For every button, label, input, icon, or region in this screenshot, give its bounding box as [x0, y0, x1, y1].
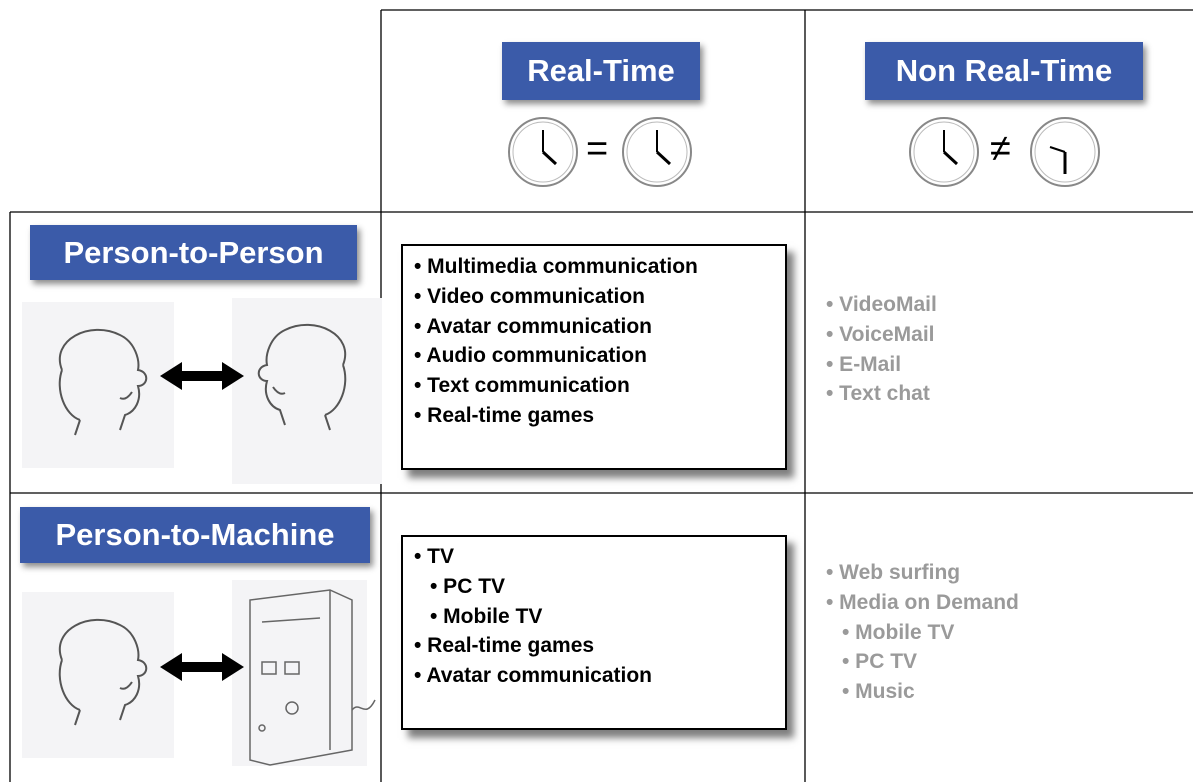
list-item: • Real-time games: [414, 634, 595, 658]
sub-list-item: • Mobile TV: [842, 620, 955, 644]
person-sketches: [22, 298, 382, 766]
list-item: • E-Mail: [826, 352, 902, 376]
sub-list-item: • Mobile TV: [430, 604, 543, 628]
column-header: Real-Time: [502, 42, 700, 100]
list: • Web surfing • Media on Demand • Mobile T…: [826, 558, 1019, 707]
list-item: • TV: [414, 545, 455, 568]
list: • VideoMail • VoiceMail • E-Mail • Text cha…: [826, 290, 937, 409]
arrows: [160, 362, 244, 681]
list-item: • Real-time games: [414, 403, 595, 427]
sub-list-item: • PC TV: [430, 574, 506, 598]
clock-icons: [508, 117, 1100, 187]
list-item: • VoiceMail: [826, 322, 935, 346]
column-header: Non Real-Time: [865, 42, 1143, 100]
relation-symbol: =: [586, 128, 609, 170]
list-item: • Avatar communication: [414, 314, 653, 338]
list-item: • Web surfing: [826, 561, 961, 584]
sub-list-item: • PC TV: [842, 650, 918, 674]
row-header: Person-to-Machine: [20, 507, 370, 563]
list: • TV • PC TV • Mobile TV • Real-time games •…: [414, 542, 652, 691]
list-box: [401, 535, 787, 730]
list-item: • Avatar communication: [414, 664, 653, 688]
list-item: • Multimedia communication: [414, 255, 698, 278]
list-item: • Media on Demand: [826, 590, 1019, 614]
relation-symbol: ≠: [990, 128, 1011, 170]
list-box: [401, 244, 787, 470]
row-header: Person-to-Person: [30, 225, 357, 280]
list-item: • VideoMail: [826, 293, 937, 316]
sub-list-item: • Music: [842, 680, 915, 704]
list: • Multimedia communication • Video commun…: [414, 252, 698, 431]
list-item: • Text communication: [414, 374, 630, 398]
list-item: • Audio communication: [414, 344, 647, 368]
list-item: • Text chat: [826, 382, 930, 406]
list-item: • Video communication: [414, 284, 645, 308]
